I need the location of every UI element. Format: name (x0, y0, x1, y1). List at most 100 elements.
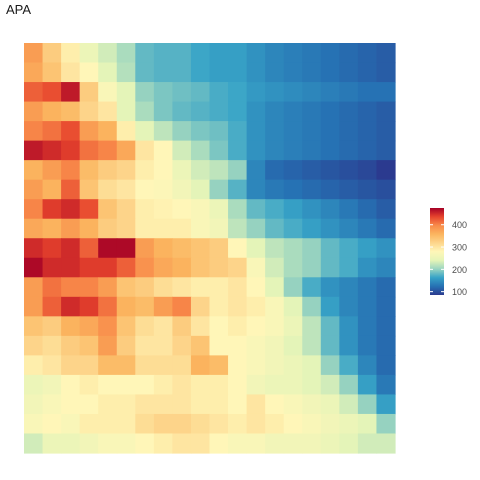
heatmap-cell (24, 433, 44, 454)
heatmap-cell (172, 355, 192, 376)
heatmap-cell (376, 257, 396, 278)
heatmap-cell (172, 394, 192, 415)
heatmap-cell (61, 43, 81, 64)
heatmap-cell (98, 355, 118, 376)
heatmap-cell (116, 413, 136, 435)
heatmap-cell (283, 238, 303, 259)
heatmap-cell (283, 413, 303, 435)
heatmap-cell (228, 62, 248, 83)
heatmap-cell (339, 316, 359, 337)
heatmap-cell (357, 43, 378, 64)
heatmap-cell (98, 121, 118, 142)
heatmap-cell (98, 82, 118, 103)
heatmap-cell (61, 199, 81, 220)
heatmap-cell (98, 335, 118, 356)
heatmap-cell (357, 199, 378, 220)
heatmap-cell (246, 394, 266, 415)
heatmap-cell (135, 199, 155, 220)
heatmap-cell (265, 62, 285, 83)
heatmap-cell (246, 121, 266, 142)
heatmap-cell (283, 257, 303, 278)
heatmap-cell (376, 277, 396, 298)
heatmap-cell (42, 257, 62, 278)
color-legend: 100 200 300 400 (430, 208, 467, 297)
heatmap-cell (61, 257, 81, 278)
heatmap-cell (320, 199, 340, 220)
heatmap-cell (24, 335, 44, 356)
heatmap-cell (246, 82, 266, 103)
heatmap-cell (24, 277, 44, 298)
heatmap-cell (135, 316, 155, 337)
heatmap-cell (116, 179, 136, 200)
heatmap-cell (283, 62, 303, 83)
heatmap-cell (376, 374, 396, 396)
heatmap-cell (265, 394, 285, 415)
heatmap-cell (357, 160, 378, 181)
heatmap-cell (24, 101, 44, 122)
heatmap-cell (302, 335, 322, 356)
heatmap-cell (61, 140, 81, 161)
heatmap-cell (61, 335, 81, 356)
heatmap-cell (153, 121, 173, 142)
heatmap-cell (302, 433, 322, 454)
heatmap-cell (172, 374, 192, 396)
heatmap-cell (209, 160, 229, 181)
heatmap-cell (190, 43, 211, 64)
heatmap-cell (302, 277, 322, 298)
heatmap-cell (24, 140, 44, 161)
heatmap-cell (246, 433, 266, 454)
legend-colorbar (430, 208, 444, 295)
heatmap-cell (98, 394, 118, 415)
heatmap-cell (376, 62, 396, 83)
heatmap-cell (116, 433, 136, 454)
heatmap-cell (42, 101, 62, 122)
heatmap-cell (135, 374, 155, 396)
heatmap-cell (357, 374, 378, 396)
heatmap-cell (357, 62, 378, 83)
heatmap-cell (42, 316, 62, 337)
heatmap-cell (357, 433, 378, 454)
heatmap-cell (209, 82, 229, 103)
heatmap-cell (228, 355, 248, 376)
heatmap-cell (209, 62, 229, 83)
heatmap-cell (42, 62, 62, 83)
heatmap-cell (190, 394, 211, 415)
heatmap-cell (24, 394, 44, 415)
heatmap-cell (283, 199, 303, 220)
heatmap-cell (135, 140, 155, 161)
heatmap-cell (172, 277, 192, 298)
heatmap-cell (320, 316, 340, 337)
heatmap-cell (116, 277, 136, 298)
heatmap-cell (209, 101, 229, 122)
heatmap-cell (172, 238, 192, 259)
heatmap-cell (42, 374, 62, 396)
heatmap-cell (42, 433, 62, 454)
heatmap-cell (79, 277, 99, 298)
heatmap-cell (302, 43, 322, 64)
heatmap-cell (246, 277, 266, 298)
heatmap-cell (79, 218, 99, 239)
heatmap-cell (116, 82, 136, 103)
heatmap-cell (135, 160, 155, 181)
heatmap-cell (283, 296, 303, 317)
heatmap-cell (302, 199, 322, 220)
heatmap-cell (376, 121, 396, 142)
heatmap-cell (302, 316, 322, 337)
legend-tick-label: 400 (452, 220, 467, 230)
heatmap-cell (246, 257, 266, 278)
heatmap-cell (283, 335, 303, 356)
heatmap-cell (283, 394, 303, 415)
heatmap-cell (320, 394, 340, 415)
heatmap-cell (190, 62, 211, 83)
heatmap-cell (190, 199, 211, 220)
heatmap-cell (357, 82, 378, 103)
heatmap-cell (172, 413, 192, 435)
heatmap-cell (302, 374, 322, 396)
heatmap-cell (357, 101, 378, 122)
heatmap-cell (98, 101, 118, 122)
heatmap-cell (265, 413, 285, 435)
heatmap-cell (209, 179, 229, 200)
heatmap-cell (302, 121, 322, 142)
heatmap-cell (302, 238, 322, 259)
